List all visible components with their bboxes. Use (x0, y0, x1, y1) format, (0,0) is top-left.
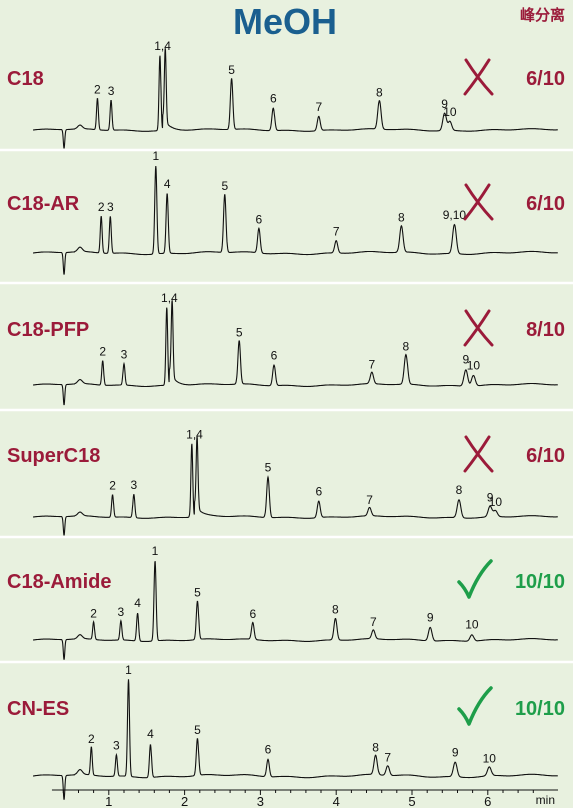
peak-label: 1 (125, 663, 132, 677)
chromatogram-trace (33, 560, 558, 660)
peak-label: 4 (134, 596, 141, 610)
peak-label: 9,10 (443, 208, 467, 222)
peak-label: 3 (107, 200, 114, 214)
peak-label: 7 (366, 493, 373, 507)
peak-label: 1,4 (154, 39, 171, 53)
cross-icon (463, 435, 494, 473)
peak-label: 7 (368, 358, 375, 372)
peak-label: 6 (271, 349, 278, 363)
score-label: 6/10 (526, 68, 565, 90)
column-name: CN-ES (7, 698, 69, 720)
peak-label: 5 (221, 179, 228, 193)
column-name: C18-Amide (7, 571, 111, 593)
peak-label: 1 (152, 544, 159, 558)
cross-icon (463, 58, 494, 96)
peak-label: 8 (398, 211, 405, 225)
peak-label: 5 (265, 461, 272, 475)
cross-icon (463, 309, 494, 347)
score-label: 6/10 (526, 445, 565, 467)
peak-label: 6 (265, 743, 272, 757)
peak-label: 6 (256, 212, 263, 226)
x-tick-label: 4 (333, 794, 340, 808)
chromatogram-trace (33, 436, 558, 536)
peak-label: 6 (315, 485, 322, 499)
peak-label: 10 (443, 105, 457, 119)
panel-c18-ar: 2 3 14 5 6 7 8 9,10 C18-AR 6/10 (7, 149, 565, 275)
peak-label: 4 (164, 177, 171, 191)
peak-label: 10 (483, 751, 497, 765)
peak-label: 3 (118, 605, 125, 619)
peak-label: 7 (315, 100, 322, 114)
peak-label: 8 (376, 86, 383, 100)
peak-label: 10 (489, 495, 503, 509)
peak-label: 1,4 (161, 291, 178, 305)
peak-separation-label: 峰分离 (520, 6, 565, 24)
peak-label: 9 (441, 97, 448, 111)
score-label: 6/10 (526, 193, 565, 215)
peak-label: 1,4 (186, 428, 203, 442)
column-name: C18-AR (7, 193, 80, 215)
peak-label: 8 (456, 483, 463, 497)
peak-label: 8 (403, 340, 410, 354)
score-label: 8/10 (526, 319, 565, 341)
cross-icon (463, 183, 494, 221)
peak-label: 1 (152, 149, 159, 163)
peak-label: 10 (465, 618, 479, 632)
panel-c18-amide: 2 34 1 5 6 8 7 9 10 C18-Amide 10/10 (7, 544, 565, 660)
peak-label: 2 (90, 606, 97, 620)
chromatogram-trace (33, 165, 558, 275)
peak-label: 2 (109, 479, 116, 493)
peak-label: 5 (236, 326, 243, 340)
peak-label: 3 (108, 84, 115, 98)
column-name: C18 (7, 68, 44, 90)
x-tick-label: 6 (484, 794, 491, 808)
x-axis: 1 2 3 4 5 6 min (51, 789, 558, 808)
figure-title: MeOH (233, 1, 337, 42)
peak-label: 6 (270, 92, 277, 106)
peak-label: 7 (384, 750, 391, 764)
chromatogram-trace (33, 679, 558, 800)
check-icon (457, 559, 493, 599)
peak-label: 9 (452, 746, 459, 760)
column-name: C18-PFP (7, 319, 89, 341)
peak-label: 2 (98, 200, 105, 214)
chromatogram-trace (33, 300, 558, 406)
peak-label: 8 (332, 602, 339, 616)
peak-label: 2 (88, 732, 95, 746)
peak-label: 3 (121, 348, 128, 362)
check-icon (457, 686, 493, 726)
peak-label: 7 (333, 225, 340, 239)
peak-label: 9 (487, 491, 494, 505)
peak-label: 3 (113, 739, 120, 753)
score-label: 10/10 (515, 698, 565, 720)
peak-label: 8 (372, 741, 379, 755)
peak-label: 2 (94, 83, 101, 97)
panel-c18-pfp: 2 3 1,4 5 6 7 8 910 C18-PFP 8/10 (7, 291, 565, 406)
panel-cn-es: 2 3 1 4 5 6 87 9 10 CN-ES 10/10 (7, 663, 565, 800)
panel-superc18: 2 3 1,4 5 6 7 8 910 SuperC18 6/10 (7, 428, 565, 536)
peak-label: 5 (228, 63, 235, 77)
score-label: 10/10 (515, 571, 565, 593)
peak-label: 10 (467, 358, 481, 372)
x-tick-label: 3 (257, 794, 264, 808)
x-tick-label: 5 (408, 794, 415, 808)
peak-label: 5 (194, 723, 201, 737)
peak-label: 6 (249, 607, 256, 621)
peak-label: 7 (370, 615, 377, 629)
panel-c18: 2 3 1,4 5 6 7 8 910 C18 6/10 (7, 39, 565, 149)
chromatogram-trace (33, 48, 558, 149)
column-name: SuperC18 (7, 445, 100, 467)
peak-label: 2 (99, 344, 106, 358)
x-axis-unit: min (536, 793, 555, 807)
x-tick-label: 1 (105, 794, 112, 808)
peak-label: 9 (427, 610, 434, 624)
peak-label: 9 (462, 353, 469, 367)
peak-label: 4 (147, 727, 154, 741)
x-tick-label: 2 (181, 794, 188, 808)
peak-label: 3 (130, 478, 137, 492)
peak-label: 5 (194, 586, 201, 600)
